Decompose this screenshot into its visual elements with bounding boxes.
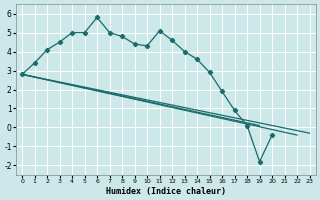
X-axis label: Humidex (Indice chaleur): Humidex (Indice chaleur) xyxy=(106,187,226,196)
